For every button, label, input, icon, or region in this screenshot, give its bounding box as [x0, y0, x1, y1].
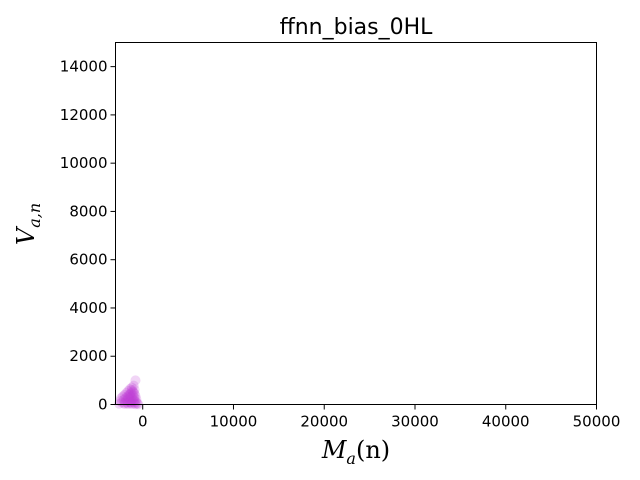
data-point-9	[129, 388, 140, 399]
data-point-5	[123, 385, 134, 396]
y-tick-label: 14000	[60, 58, 108, 76]
y-tick-label: 8000	[69, 202, 107, 220]
data-point-6	[127, 386, 138, 397]
x-axis-label-tail: (n)	[356, 436, 390, 464]
chart-title: ffnn_bias_0HL	[280, 15, 434, 40]
y-tick-label: 6000	[69, 251, 107, 269]
y-axis-label-main: V	[12, 225, 40, 245]
data-point-14	[117, 391, 128, 402]
y-axis-ticks: 0 2000 4000 6000 8000 10000 12000 14000	[60, 58, 116, 414]
x-tick-label: 40000	[482, 413, 530, 431]
data-point-12	[127, 390, 138, 401]
data-point-19	[120, 393, 131, 404]
x-tick-label: 10000	[210, 413, 258, 431]
x-tick-label: 50000	[573, 413, 621, 431]
data-point-34	[125, 398, 136, 409]
data-point-23	[118, 394, 129, 405]
data-point-20	[124, 393, 135, 404]
data-point-10	[119, 389, 130, 400]
y-tick-label: 0	[98, 396, 108, 414]
data-point-25	[125, 395, 136, 406]
data-point-36	[132, 398, 143, 409]
data-point-27	[115, 396, 126, 407]
x-axis-label-sub: a	[346, 449, 356, 468]
data-point-33	[122, 397, 133, 408]
data-point-4	[129, 384, 140, 395]
y-tick-label: 10000	[60, 154, 108, 172]
x-axis-label-main: M	[321, 436, 348, 464]
data-point-3	[125, 384, 136, 395]
y-tick-label: 12000	[60, 106, 108, 124]
data-point-16	[125, 391, 136, 402]
data-point-7	[121, 387, 132, 398]
data-point-37	[114, 398, 125, 409]
data-point-28	[120, 396, 131, 407]
x-tick-label: 0	[138, 413, 148, 431]
points-layer	[114, 375, 144, 410]
data-point-21	[127, 393, 138, 404]
data-point-2	[126, 382, 137, 393]
data-point-47	[128, 395, 139, 406]
data-point-11	[124, 389, 135, 400]
x-tick-label: 20000	[300, 413, 348, 431]
x-axis-ticks: 0 10000 20000 30000 40000 50000	[138, 404, 621, 431]
data-point-17	[129, 392, 140, 403]
data-point-26	[129, 395, 140, 406]
data-point-35	[129, 398, 140, 409]
data-point-15	[122, 391, 133, 402]
data-point-13	[130, 391, 141, 402]
y-tick-label: 2000	[69, 347, 107, 365]
data-point-32	[116, 397, 127, 408]
data-point-43	[125, 389, 136, 400]
y-axis-label: Va,n	[12, 203, 44, 245]
data-point-22	[131, 394, 142, 405]
data-point-24	[122, 394, 133, 405]
data-point-0	[130, 375, 141, 386]
data-point-49	[119, 398, 130, 409]
data-point-1	[128, 380, 139, 391]
data-point-18	[115, 393, 126, 404]
plot-frame	[115, 42, 597, 405]
x-axis-label: Ma(n)	[321, 436, 390, 468]
y-tick-label: 4000	[69, 299, 107, 317]
x-tick-label: 30000	[391, 413, 439, 431]
data-point-45	[126, 385, 137, 396]
data-point-8	[125, 388, 136, 399]
data-point-44	[128, 387, 139, 398]
data-point-46	[123, 392, 134, 403]
y-axis-label-sub: a,n	[25, 203, 44, 228]
